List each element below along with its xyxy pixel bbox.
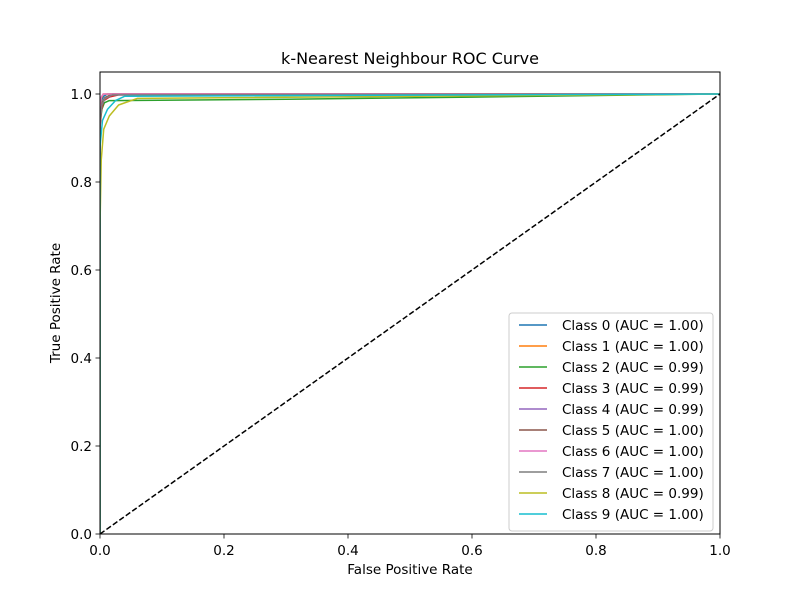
x-tick-label: 0.6: [461, 543, 482, 559]
legend-entry-label: Class 2 (AUC = 0.99): [562, 360, 704, 376]
x-tick-label: 0.8: [585, 543, 606, 559]
legend-entry-label: Class 4 (AUC = 0.99): [562, 402, 704, 418]
roc-line-series-7: [100, 93, 720, 534]
legend-entry-label: Class 3 (AUC = 0.99): [562, 381, 704, 397]
y-tick-label: 1.0: [71, 87, 92, 103]
legend-entry-label: Class 5 (AUC = 1.00): [562, 423, 704, 439]
x-axis-label: False Positive Rate: [347, 562, 472, 578]
x-axis-ticks: 0.0 0.2 0.4 0.6 0.8 1.0: [89, 534, 731, 559]
x-tick-label: 0.4: [337, 543, 358, 559]
y-tick-label: 0.6: [71, 263, 92, 279]
y-axis-label: True Positive Rate: [48, 243, 64, 364]
y-axis-ticks: 0.0 0.2 0.4 0.6 0.8 1.0: [71, 87, 100, 543]
y-tick-label: 0.0: [71, 527, 92, 543]
legend-entry-label: Class 6 (AUC = 1.00): [562, 444, 704, 460]
legend-entry-label: Class 0 (AUC = 1.00): [562, 318, 704, 334]
y-tick-label: 0.4: [71, 351, 92, 367]
x-tick-label: 0.0: [89, 543, 110, 559]
legend-entry-label: Class 9 (AUC = 1.00): [562, 507, 704, 523]
legend-entry-label: Class 1 (AUC = 1.00): [562, 339, 704, 355]
y-tick-label: 0.8: [71, 175, 92, 191]
legend-entry-label: Class 7 (AUC = 1.00): [562, 465, 704, 481]
legend-entry-label: Class 8 (AUC = 0.99): [562, 486, 704, 502]
y-tick-label: 0.2: [71, 439, 92, 455]
plot-frame: [99, 71, 721, 535]
chart-title: k-Nearest Neighbour ROC Curve: [281, 49, 539, 68]
x-tick-label: 0.2: [213, 543, 234, 559]
chance-diagonal-line: [100, 93, 720, 534]
legend-box: [508, 312, 714, 532]
legend: Class 0 (AUC = 1.00) Class 1 (AUC = 1.00)…: [508, 312, 714, 532]
roc-line-series-9: [100, 93, 720, 534]
x-tick-label: 1.0: [709, 543, 730, 559]
